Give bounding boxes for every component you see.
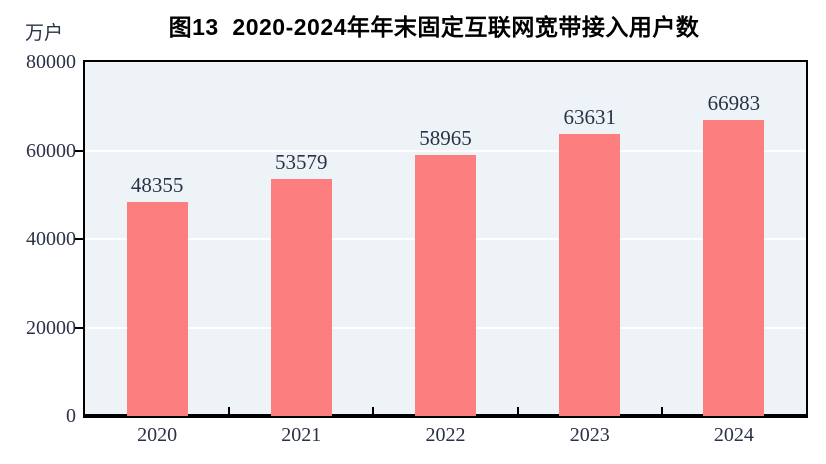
y-axis-label-80000: 80000 (26, 51, 76, 73)
x-axis-label-2022: 2022 (425, 424, 466, 446)
y-axis-tick (75, 238, 83, 240)
x-axis-label-2020: 2020 (137, 424, 178, 446)
y-axis-unit-label: 万户 (25, 23, 64, 44)
bar-2022 (415, 155, 476, 416)
y-axis-label-0: 0 (66, 405, 76, 427)
chart-title: 图13 2020-2024年年末固定互联网宽带接入用户数 (168, 14, 700, 40)
y-axis-tick (75, 149, 83, 152)
y-axis-label-60000: 60000 (26, 139, 76, 162)
x-axis-label-2024: 2024 (713, 424, 754, 446)
x-axis-tick (660, 407, 663, 416)
bar-value-label-2024: 66983 (707, 90, 761, 115)
x-axis-label-2021: 2021 (281, 424, 322, 446)
bar-value-label-2021: 53579 (275, 149, 328, 174)
y-axis-label-40000: 40000 (26, 228, 76, 250)
bar-2024 (703, 119, 765, 416)
bar-2021 (270, 178, 332, 416)
bar-value-label-2022: 58965 (419, 126, 472, 151)
x-axis-tick (372, 407, 375, 416)
gridline-60000 (85, 149, 806, 152)
bar-2020 (126, 202, 188, 416)
y-axis-tick (75, 326, 83, 329)
bar-2023 (559, 134, 621, 416)
plot-area: 48355 53579 58965 63631 66983 (83, 60, 808, 418)
x-axis-tick (228, 407, 231, 416)
bar-value-label-2020: 48355 (130, 173, 184, 198)
x-axis-label-2023: 2023 (569, 424, 610, 446)
bar-value-label-2023: 63631 (563, 105, 616, 130)
y-axis-label-20000: 20000 (26, 316, 76, 339)
x-axis-tick (516, 407, 519, 416)
